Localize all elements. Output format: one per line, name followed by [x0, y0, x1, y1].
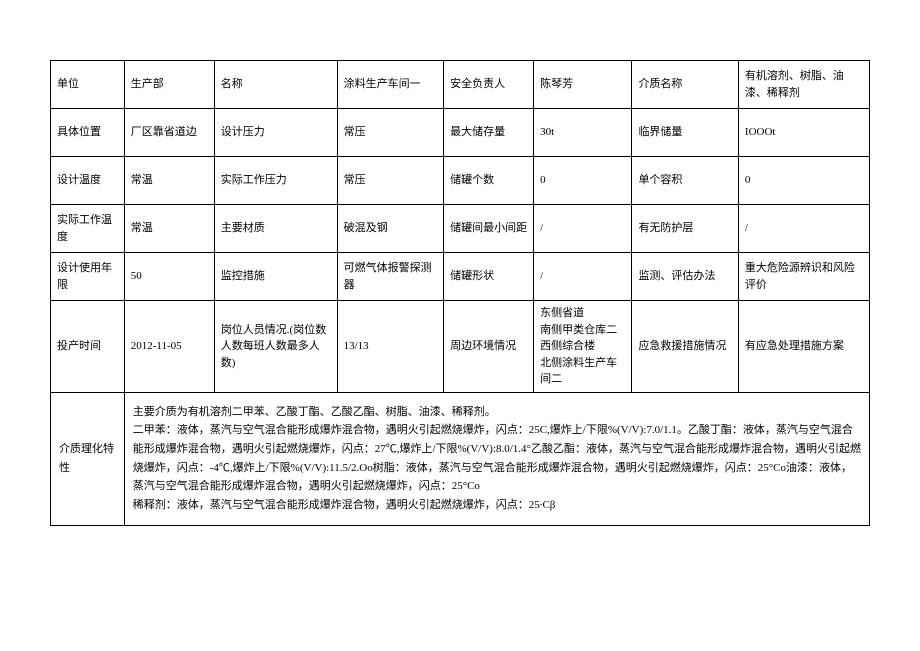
cell-label: 最大储存量 [444, 109, 534, 157]
cell-value: IOOOt [738, 109, 869, 157]
cell-label: 主要材质 [214, 205, 337, 253]
cell-label: 设计使用年限 [51, 253, 125, 301]
cell-value: 0 [738, 157, 869, 205]
table-row: 设计温度 常温 实际工作压力 常压 储罐个数 0 单个容积 0 [51, 157, 870, 205]
cell-value: 50 [124, 253, 214, 301]
cell-label: 监控措施 [214, 253, 337, 301]
cell-label: 设计温度 [51, 157, 125, 205]
cell-value: 常压 [337, 157, 443, 205]
cell-label: 有无防护层 [632, 205, 738, 253]
cell-label: 临界储量 [632, 109, 738, 157]
cell-value: 30t [534, 109, 632, 157]
cell-label: 实际工作压力 [214, 157, 337, 205]
cell-label: 监测、评估办法 [632, 253, 738, 301]
cell-value: 常压 [337, 109, 443, 157]
cell-label: 介质理化特性 [51, 392, 125, 525]
cell-value: 陈琴芳 [534, 61, 632, 109]
cell-value: 有机溶剂、树脂、油漆、稀释剂 [738, 61, 869, 109]
cell-label: 单位 [51, 61, 125, 109]
cell-value: / [534, 253, 632, 301]
table-row: 投产时间 2012-11-05 岗位人员情况.(岗位数人数每班人数最多人数) 1… [51, 301, 870, 393]
cell-value: 重大危险源辨识和风险评价 [738, 253, 869, 301]
table-row: 实际工作温度 常温 主要材质 破混及钢 储罐间最小间距 / 有无防护层 / [51, 205, 870, 253]
cell-label: 安全负责人 [444, 61, 534, 109]
cell-value: 生产部 [124, 61, 214, 109]
table-row: 设计使用年限 50 监控措施 可燃气体报警探测器 储罐形状 / 监测、评估办法 … [51, 253, 870, 301]
cell-value: 有应急处理措施方案 [738, 301, 869, 393]
cell-value: 常温 [124, 157, 214, 205]
cell-label: 设计压力 [214, 109, 337, 157]
cell-value: / [738, 205, 869, 253]
cell-label: 应急救援措施情况 [632, 301, 738, 393]
cell-label: 实际工作温度 [51, 205, 125, 253]
cell-label: 单个容积 [632, 157, 738, 205]
cell-label: 储罐形状 [444, 253, 534, 301]
cell-value: 2012-11-05 [124, 301, 214, 393]
cell-value: 可燃气体报警探测器 [337, 253, 443, 301]
cell-label: 名称 [214, 61, 337, 109]
cell-description: 主要介质为有机溶剂二甲苯、乙酸丁酯、乙酸乙酯、树脂、油漆、稀释剂。二甲苯：液体，… [124, 392, 869, 525]
cell-value: / [534, 205, 632, 253]
cell-label: 投产时间 [51, 301, 125, 393]
cell-label: 储罐间最小间距 [444, 205, 534, 253]
cell-value: 13/13 [337, 301, 443, 393]
cell-value: 破混及钢 [337, 205, 443, 253]
cell-value: 东侧省道南侧甲类仓库二西侧综合楼北侧涂料生产车间二 [534, 301, 632, 393]
cell-label: 周边环境情况 [444, 301, 534, 393]
cell-value: 厂区靠省道边 [124, 109, 214, 157]
cell-label: 具体位置 [51, 109, 125, 157]
cell-value: 常温 [124, 205, 214, 253]
spec-table: 单位 生产部 名称 涂料生产车间一 安全负责人 陈琴芳 介质名称 有机溶剂、树脂… [50, 60, 870, 526]
cell-value: 涂料生产车间一 [337, 61, 443, 109]
table-row: 具体位置 厂区靠省道边 设计压力 常压 最大储存量 30t 临界储量 IOOOt [51, 109, 870, 157]
cell-label: 岗位人员情况.(岗位数人数每班人数最多人数) [214, 301, 337, 393]
table-row: 介质理化特性 主要介质为有机溶剂二甲苯、乙酸丁酯、乙酸乙酯、树脂、油漆、稀释剂。… [51, 392, 870, 525]
cell-label: 介质名称 [632, 61, 738, 109]
cell-label: 储罐个数 [444, 157, 534, 205]
cell-value: 0 [534, 157, 632, 205]
table-row: 单位 生产部 名称 涂料生产车间一 安全负责人 陈琴芳 介质名称 有机溶剂、树脂… [51, 61, 870, 109]
